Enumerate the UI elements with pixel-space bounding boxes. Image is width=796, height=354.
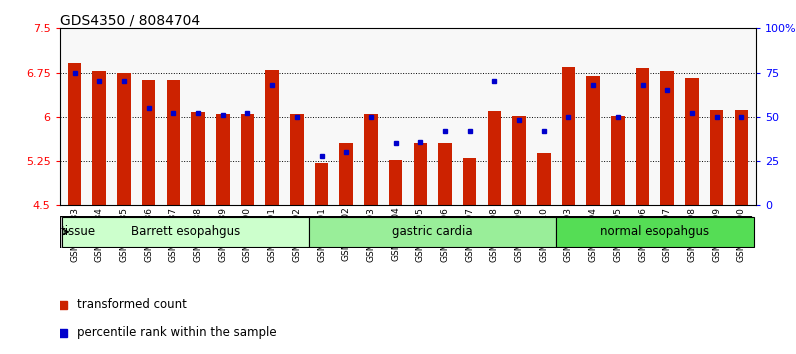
- Bar: [68, 63, 81, 205]
- Text: normal esopahgus: normal esopahgus: [600, 225, 709, 238]
- FancyBboxPatch shape: [60, 216, 751, 248]
- Bar: [636, 68, 650, 205]
- Bar: [413, 143, 427, 205]
- Bar: [240, 114, 254, 205]
- Bar: [92, 72, 106, 205]
- Bar: [216, 114, 229, 205]
- Text: percentile rank within the sample: percentile rank within the sample: [77, 326, 277, 339]
- Bar: [388, 160, 403, 205]
- FancyBboxPatch shape: [556, 217, 754, 247]
- Text: transformed count: transformed count: [77, 298, 187, 311]
- Bar: [339, 143, 353, 205]
- Bar: [685, 79, 699, 205]
- Bar: [537, 153, 551, 205]
- Bar: [513, 116, 526, 205]
- Bar: [488, 111, 501, 205]
- Bar: [735, 110, 748, 205]
- Bar: [314, 163, 328, 205]
- Bar: [562, 67, 576, 205]
- Bar: [439, 143, 452, 205]
- Bar: [142, 80, 155, 205]
- Text: Barrett esopahgus: Barrett esopahgus: [131, 225, 240, 238]
- Bar: [710, 110, 724, 205]
- Bar: [587, 75, 600, 205]
- Text: gastric cardia: gastric cardia: [392, 225, 473, 238]
- Bar: [611, 116, 625, 205]
- FancyBboxPatch shape: [309, 217, 556, 247]
- Bar: [364, 114, 377, 205]
- Bar: [166, 80, 180, 205]
- Text: tissue: tissue: [60, 225, 96, 238]
- FancyBboxPatch shape: [62, 217, 309, 247]
- Text: GDS4350 / 8084704: GDS4350 / 8084704: [60, 13, 200, 27]
- Bar: [265, 70, 279, 205]
- Bar: [661, 71, 674, 205]
- Bar: [191, 112, 205, 205]
- Bar: [290, 114, 303, 205]
- Bar: [463, 158, 477, 205]
- Bar: [117, 73, 131, 205]
